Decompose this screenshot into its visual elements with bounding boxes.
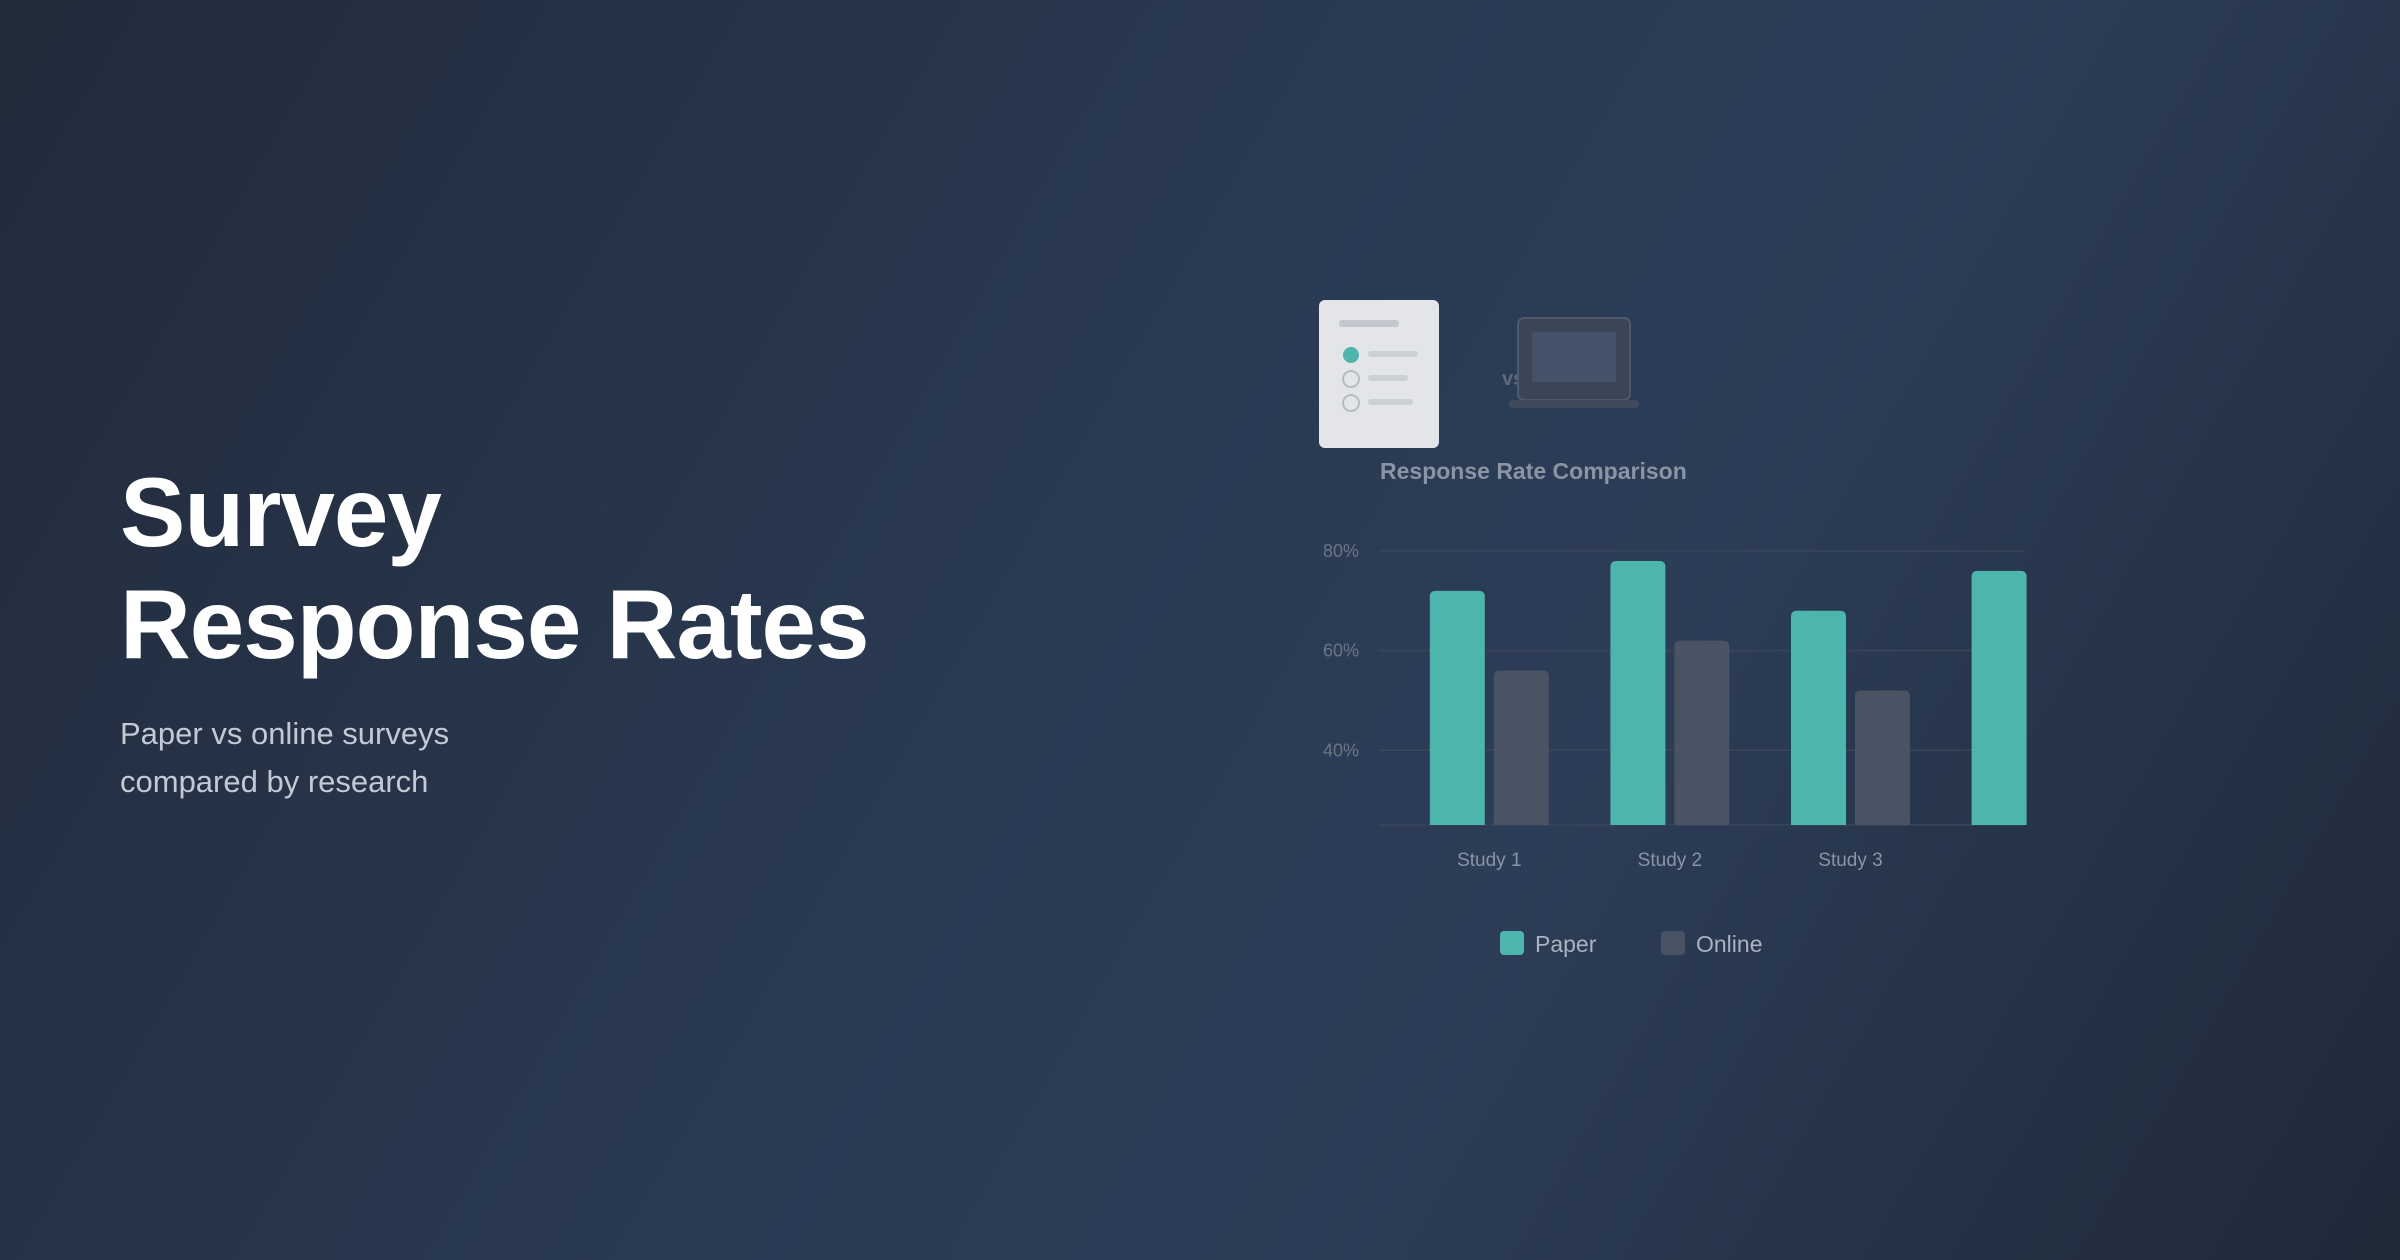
bar <box>1429 590 1485 825</box>
x-tick-label: Study 2 <box>1638 850 1702 871</box>
page-subtitle: Paper vs online surveys <box>120 716 449 751</box>
y-tick-label: 60% <box>1323 641 1359 661</box>
paper-icon <box>1319 300 1439 448</box>
page-title: Survey <box>120 457 441 567</box>
chart-title: Response Rate Comparison <box>1380 458 1687 484</box>
x-tick-label: Study 1 <box>1457 850 1521 871</box>
bar <box>1674 640 1730 825</box>
x-tick-label: Study 3 <box>1818 850 1882 871</box>
page-subtitle: compared by research <box>120 764 428 799</box>
bar <box>1493 670 1549 825</box>
legend-swatch <box>1500 931 1524 955</box>
bar <box>1855 690 1910 825</box>
y-tick-label: 40% <box>1323 740 1359 760</box>
y-tick-label: 80% <box>1323 541 1359 561</box>
bar <box>1791 610 1846 825</box>
legend-label: Paper <box>1535 931 1597 957</box>
bar <box>1971 570 2027 825</box>
bar <box>1610 560 1666 825</box>
legend-swatch <box>1661 931 1685 955</box>
laptop-icon <box>1509 317 1639 408</box>
legend-label: Online <box>1696 931 1762 957</box>
page-title: Response Rates <box>120 569 869 679</box>
